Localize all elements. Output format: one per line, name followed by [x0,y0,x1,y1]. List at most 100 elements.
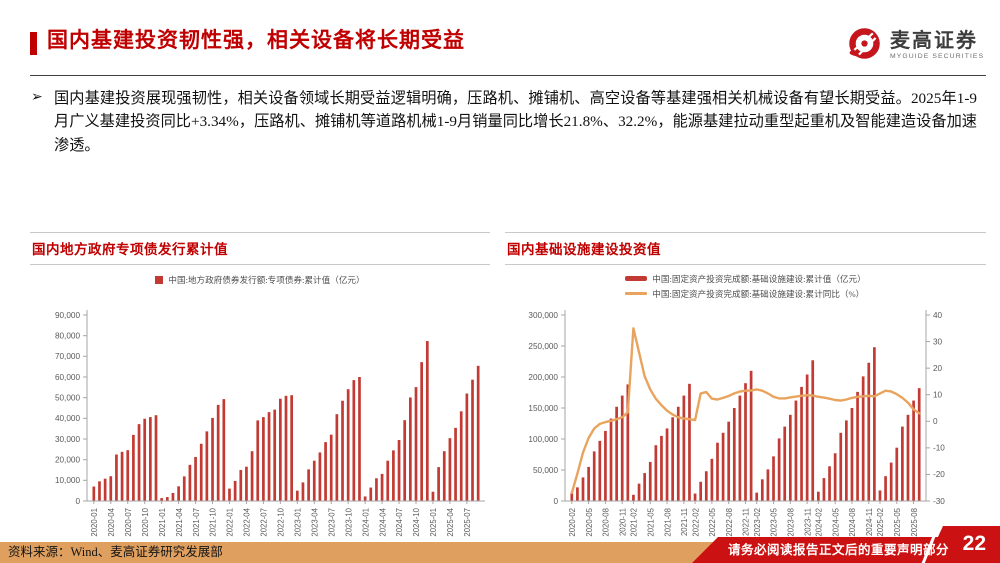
svg-text:40,000: 40,000 [55,414,80,423]
svg-text:30: 30 [933,337,943,346]
svg-text:20,000: 20,000 [55,455,80,464]
svg-text:2021-04: 2021-04 [175,507,184,536]
svg-text:2023-05: 2023-05 [770,507,779,536]
svg-text:-20: -20 [933,470,945,479]
logo-name-en: MYGUIDE SECURITIES [890,53,985,61]
svg-text:2020-01: 2020-01 [90,508,99,537]
svg-text:2022-10: 2022-10 [277,507,286,536]
svg-text:2025-02: 2025-02 [876,508,885,537]
title-accent-bar [30,32,37,55]
svg-text:10,000: 10,000 [55,476,80,485]
svg-text:2020-02: 2020-02 [568,508,577,537]
left-chart-legend: 中国:地方政府债券发行额:专项债券:累计值（亿元） [155,273,365,288]
svg-text:2025-01: 2025-01 [429,508,438,537]
svg-text:2023-01: 2023-01 [294,508,303,537]
svg-text:2024-01: 2024-01 [361,508,370,537]
svg-text:0: 0 [933,417,938,426]
svg-text:2022-08: 2022-08 [725,508,734,537]
svg-text:70,000: 70,000 [55,352,80,361]
svg-text:30,000: 30,000 [55,435,80,444]
svg-text:2023-10: 2023-10 [344,507,353,536]
svg-text:2023-04: 2023-04 [310,507,319,536]
chart-special-bonds: 国内地方政府专项债发行累计值 中国:地方政府债券发行额:专项债券:累计值（亿元）… [30,232,490,558]
svg-text:2024-11: 2024-11 [865,508,874,536]
svg-text:2022-02: 2022-02 [691,508,700,537]
summary-paragraph: ➢ 国内基建投资展现强韧性，相关设备领域长期受益逻辑明确，压路机、摊铺机、高空设… [31,87,977,157]
legend-line-dash-icon [625,292,648,295]
chart-infrastructure-investment: 国内基础设施建设投资值 中国:固定资产投资完成额:基础设施建设:累计值（亿元） … [505,232,986,558]
svg-text:2025-07: 2025-07 [463,508,472,537]
svg-text:150,000: 150,000 [528,404,558,413]
svg-text:80,000: 80,000 [55,331,80,340]
header-divider [30,75,986,76]
svg-text:100,000: 100,000 [528,435,558,444]
svg-text:2024-02: 2024-02 [815,508,824,537]
svg-text:2021-11: 2021-11 [680,508,689,536]
page-number: 22 [962,532,986,555]
svg-text:2022-11: 2022-11 [742,508,751,536]
svg-text:2020-08: 2020-08 [602,508,611,537]
svg-text:2022-07: 2022-07 [260,508,269,537]
svg-text:2024-08: 2024-08 [848,508,857,537]
svg-text:2020-11: 2020-11 [618,508,627,536]
right-chart-title: 国内基础设施建设投资值 [507,242,661,257]
right-chart-legend-bar: 中国:固定资产投资完成额:基础设施建设:累计值（亿元） [625,271,866,286]
svg-text:2021-02: 2021-02 [630,508,639,537]
page-title: 国内基建投资韧性强，相关设备将长期受益 [47,28,465,52]
svg-text:2021-08: 2021-08 [663,508,672,537]
legend-square-icon [155,276,164,284]
chart-rule-top [505,232,986,233]
svg-text:2021-07: 2021-07 [192,508,201,537]
svg-text:300,000: 300,000 [528,311,558,320]
svg-text:10: 10 [933,391,943,400]
svg-text:2025-05: 2025-05 [893,507,902,536]
right-chart-legend-line: 中国:固定资产投资完成额:基础设施建设:累计同比（%） [625,286,865,301]
chart-rule-bottom [30,264,490,265]
svg-text:2025-08: 2025-08 [910,508,919,537]
right-chart-plot: 0 50,000 100,000 150,000 200,000 250,000 300,0… [528,310,945,537]
svg-text:2023-07: 2023-07 [327,508,336,537]
svg-text:2025-04: 2025-04 [446,507,455,536]
disclaimer-text: 请务必阅读报告正文后的重要声明部分 [728,543,950,557]
chart-rule-top [30,232,490,233]
svg-text:2022-05: 2022-05 [708,507,717,536]
svg-text:2023-08: 2023-08 [787,508,796,537]
svg-text:200,000: 200,000 [528,373,558,382]
svg-text:90,000: 90,000 [55,311,80,320]
svg-text:-10: -10 [933,444,945,453]
svg-text:2021-01: 2021-01 [158,508,167,537]
svg-text:50,000: 50,000 [533,466,558,475]
svg-text:-30: -30 [933,497,945,506]
svg-text:2024-04: 2024-04 [378,507,387,536]
legend-bar-dash-icon [625,276,648,281]
svg-text:2021-10: 2021-10 [209,507,218,536]
summary-text: 国内基建投资展现强韧性，相关设备领域长期受益逻辑明确，压路机、摊铺机、高空设备等… [54,90,977,154]
svg-text:2024-05: 2024-05 [831,507,840,536]
svg-text:40: 40 [933,311,943,320]
svg-text:2020-10: 2020-10 [141,507,150,536]
company-logo: 麦高证券 MYGUIDE SECURITIES [846,25,984,67]
svg-text:2023-11: 2023-11 [803,508,812,536]
logo-swirl-icon [846,25,883,67]
svg-text:2020-04: 2020-04 [107,507,116,536]
svg-text:0: 0 [75,497,80,506]
svg-text:2024-10: 2024-10 [412,507,421,536]
source-note: 资料来源：Wind、麦高证券研究发展部 [8,545,223,559]
svg-text:2022-04: 2022-04 [243,507,252,536]
svg-text:2023-02: 2023-02 [753,508,762,537]
svg-text:2022-01: 2022-01 [226,508,235,537]
svg-text:20: 20 [933,364,943,373]
svg-text:0: 0 [553,497,558,506]
svg-text:250,000: 250,000 [528,342,558,351]
svg-text:2020-05: 2020-05 [585,507,594,536]
arrow-bullet-icon: ➢ [31,90,43,105]
chart-rule-bottom [505,264,986,265]
svg-text:60,000: 60,000 [55,373,80,382]
svg-text:2024-07: 2024-07 [395,508,404,537]
svg-text:50,000: 50,000 [55,393,80,402]
logo-name-cn: 麦高证券 [890,30,978,53]
left-chart-title: 国内地方政府专项债发行累计值 [32,242,228,257]
left-chart-plot: 0 10,000 20,000 30,000 40,000 50,000 60,000 70,… [55,310,485,537]
svg-text:2020-07: 2020-07 [124,508,133,537]
